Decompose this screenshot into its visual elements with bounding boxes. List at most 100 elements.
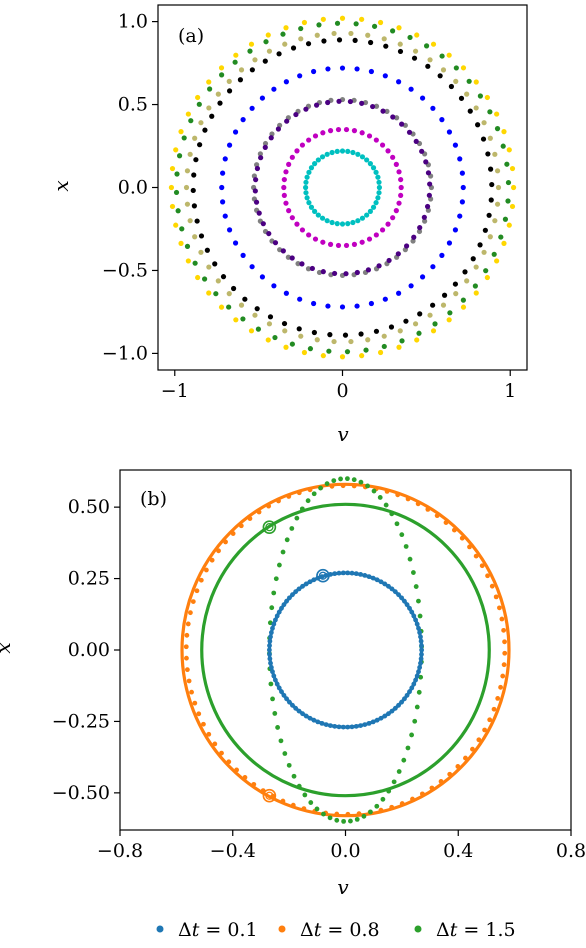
data-point: [424, 203, 431, 210]
data-point: [258, 155, 264, 161]
data-point: [222, 213, 228, 219]
start-marker: [262, 788, 277, 803]
data-point: [334, 20, 341, 26]
data-point: [392, 705, 398, 711]
data-point: [323, 722, 329, 728]
panel-a-ylabel: x: [49, 180, 73, 191]
data-point: [396, 290, 402, 296]
data-point: [378, 715, 384, 721]
y-tick-label: 0.00: [68, 639, 110, 661]
data-point: [301, 806, 307, 811]
data-point: [271, 283, 277, 289]
data-point: [383, 502, 389, 508]
data-point: [439, 252, 445, 258]
legend-item: Δt = 0.8: [278, 919, 380, 941]
data-point: [252, 188, 258, 194]
panel-b: (b) v x −0.8 −0.4 0.0 0.4 0.8 −0.50 −0.25 0.00 0…: [0, 469, 586, 899]
data-point: [367, 208, 373, 214]
data-point: [419, 148, 425, 154]
series-9: [303, 148, 382, 227]
data-point: [494, 168, 501, 174]
data-point: [481, 120, 487, 126]
panel-b-xlabel: v: [337, 875, 349, 899]
data-point: [187, 151, 193, 157]
data-point: [359, 215, 366, 221]
data-point: [298, 333, 304, 339]
data-point: [343, 271, 349, 277]
data-point: [439, 53, 445, 59]
data-point: [252, 57, 258, 63]
series-3: [200, 476, 491, 824]
data-point: [409, 609, 415, 615]
data-point: [494, 201, 501, 207]
data-point: [370, 719, 376, 725]
data-point: [356, 811, 362, 817]
data-point: [312, 236, 319, 242]
data-point: [404, 692, 410, 698]
data-point: [296, 490, 302, 496]
data-point: [198, 120, 204, 126]
data-point: [276, 498, 281, 504]
data-point: [373, 103, 380, 109]
data-point: [466, 78, 472, 84]
data-point: [218, 304, 225, 310]
data-point: [178, 129, 184, 135]
data-point: [302, 792, 308, 798]
data-point: [238, 67, 245, 73]
data-point: [417, 225, 423, 231]
data-point: [370, 204, 377, 210]
start-marker-inner: [318, 571, 328, 580]
data-point: [425, 63, 431, 69]
data-point: [411, 570, 416, 575]
data-point: [396, 344, 402, 350]
series-1: [266, 568, 425, 730]
data-point: [169, 203, 176, 210]
data-point: [206, 79, 212, 85]
data-point: [499, 616, 505, 622]
data-point: [412, 48, 419, 54]
data-point: [373, 169, 379, 175]
data-point: [257, 151, 263, 157]
data-point: [303, 713, 309, 719]
data-point: [419, 652, 424, 657]
data-point: [359, 100, 365, 106]
x-tick-label: 0.0: [330, 840, 360, 862]
data-point: [219, 184, 225, 191]
data-point: [255, 326, 262, 332]
data-point: [494, 126, 501, 132]
data-point: [407, 556, 413, 562]
data-point: [308, 800, 314, 805]
data-point: [204, 247, 210, 253]
data-point: [480, 136, 487, 142]
series-line: [200, 502, 491, 798]
data-point: [353, 723, 359, 729]
data-point: [188, 118, 194, 124]
data-point: [452, 281, 459, 287]
data-point: [271, 590, 277, 596]
data-point: [406, 129, 413, 135]
data-point: [303, 106, 309, 112]
data-point: [336, 570, 342, 576]
data-point: [422, 218, 428, 224]
data-point: [293, 589, 299, 595]
data-point: [354, 269, 360, 276]
data-point: [407, 689, 412, 695]
data-point: [440, 67, 447, 73]
data-point: [307, 579, 313, 585]
data-point: [460, 297, 466, 303]
data-point: [290, 45, 297, 51]
data-point: [331, 270, 338, 277]
data-point: [336, 724, 342, 730]
data-point: [336, 37, 343, 43]
data-point: [427, 57, 433, 63]
data-point: [329, 149, 335, 156]
data-point: [308, 204, 315, 210]
data-point: [315, 719, 321, 725]
data-point: [287, 595, 292, 601]
data-point: [493, 594, 499, 600]
data-point: [427, 312, 433, 318]
data-point: [484, 94, 490, 101]
x-tick-label: −0.4: [210, 840, 256, 862]
data-point: [343, 242, 350, 249]
data-point: [368, 300, 374, 307]
